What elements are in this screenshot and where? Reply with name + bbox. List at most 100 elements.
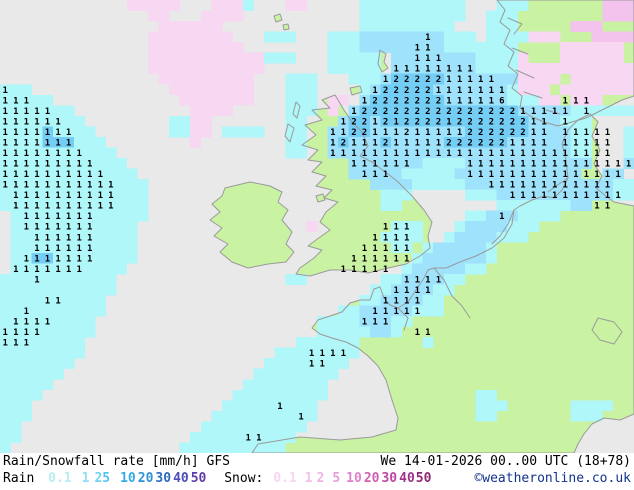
precip-cell <box>264 368 276 380</box>
precip-cell <box>10 189 22 201</box>
rate-value-label: 1 <box>341 349 346 359</box>
precip-cell <box>380 31 392 43</box>
rate-value-label: 1 <box>425 54 430 64</box>
rate-value-label: 1 <box>13 191 18 201</box>
rate-value-label: 1 <box>404 160 409 170</box>
rate-value-label: 1 <box>489 86 494 96</box>
precip-cell <box>285 368 297 380</box>
precip-cell <box>369 0 381 11</box>
precip-cell <box>63 115 75 127</box>
rate-value-label: 1 <box>98 170 103 180</box>
precip-cell <box>475 179 487 190</box>
precip-cell <box>306 347 318 359</box>
precip-cell <box>380 147 392 159</box>
precip-cell <box>10 179 22 190</box>
rate-value-label: 1 <box>404 286 409 296</box>
precip-cell <box>486 21 497 32</box>
precip-cell <box>327 347 339 359</box>
precip-cell <box>348 168 360 180</box>
rate-value-label: 1 <box>330 349 335 359</box>
precip-cell <box>464 73 476 85</box>
precip-cell <box>348 126 360 138</box>
precip-cell <box>549 158 561 169</box>
rate-value-label: 1 <box>34 160 39 170</box>
precip-cell <box>31 189 43 201</box>
precip-cell <box>549 147 561 159</box>
precip-cell <box>390 284 402 296</box>
rate-value-label: 2 <box>467 138 472 148</box>
precip-cell <box>549 168 561 180</box>
rate-value-label: 1 <box>478 86 483 96</box>
precip-cell <box>105 168 117 180</box>
precip-cell <box>422 179 434 190</box>
precip-cell <box>306 410 318 422</box>
rate-value-label: 1 <box>552 170 557 180</box>
precip-cell <box>211 42 223 54</box>
rate-value-label: 1 <box>45 233 50 243</box>
rate-value-label: 1 <box>457 75 462 85</box>
rate-value-label: 2 <box>489 107 494 117</box>
precip-cell <box>31 242 43 254</box>
rate-value-label: 1 <box>594 170 599 180</box>
precip-cell <box>190 442 202 453</box>
precip-cell <box>549 126 561 138</box>
precip-cell <box>95 305 107 317</box>
precip-cell <box>21 126 33 138</box>
precip-cell <box>232 421 244 433</box>
precip-cell <box>190 84 202 96</box>
precip-cell <box>581 63 593 75</box>
rate-value-label: 1 <box>66 128 71 138</box>
rate-value-label: 1 <box>446 65 451 75</box>
precip-cell <box>380 94 392 106</box>
rate-value-label: 1 <box>66 233 71 243</box>
rate-value-label: 1 <box>404 233 409 243</box>
rate-value-label: 1 <box>24 160 29 170</box>
precip-cell <box>21 358 33 370</box>
rate-value-label: 1 <box>3 170 8 180</box>
precip-cell <box>105 221 117 233</box>
precip-cell <box>95 210 107 222</box>
precip-cell <box>105 252 117 264</box>
precip-cell <box>52 136 64 148</box>
precip-cell <box>21 410 33 422</box>
precip-cell <box>63 284 75 296</box>
copyright-link[interactable]: ©weatheronline.co.uk <box>474 471 631 486</box>
precip-cell <box>623 10 634 22</box>
precip-cell <box>232 431 244 443</box>
rate-value-label: 1 <box>87 202 92 212</box>
rate-value-label: 2 <box>415 86 420 96</box>
rate-value-label: 1 <box>76 254 81 264</box>
precip-cell <box>369 105 381 117</box>
precip-cell <box>454 115 466 127</box>
precip-cell <box>31 379 43 391</box>
rate-value-label: 2 <box>393 96 398 106</box>
precip-cell <box>517 73 529 85</box>
precip-cell <box>475 252 487 264</box>
precip-cell <box>369 179 381 190</box>
precip-cell <box>390 326 402 338</box>
precip-cell <box>528 189 540 201</box>
precip-cell <box>591 84 603 96</box>
precip-cell <box>464 63 476 75</box>
rate-value-label: 1 <box>45 107 50 117</box>
precip-cell <box>517 158 529 169</box>
precip-cell <box>390 221 402 233</box>
precip-cell <box>422 147 434 159</box>
rate-value-label: 1 <box>309 349 314 359</box>
precip-cell <box>612 73 624 85</box>
precip-cell <box>95 189 107 201</box>
precip-cell <box>348 42 360 54</box>
precip-cell <box>52 305 64 317</box>
precip-cell <box>0 442 11 453</box>
precip-cell <box>496 126 508 138</box>
precip-cell <box>507 84 519 96</box>
precip-cell <box>147 0 159 11</box>
precip-cell <box>591 105 603 117</box>
precip-cell <box>422 105 434 117</box>
snow-scale-value: 50 <box>415 471 432 486</box>
rate-value-label: 1 <box>24 254 29 264</box>
precip-cell <box>496 52 508 64</box>
precip-cell <box>507 0 519 11</box>
rate-value-label: 1 <box>383 149 388 159</box>
precip-cell <box>348 52 360 64</box>
